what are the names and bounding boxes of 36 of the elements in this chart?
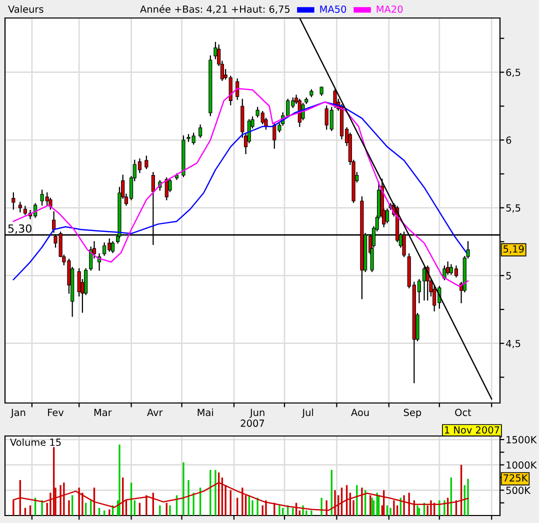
annotation: 725K — [504, 474, 528, 482]
chart-subtitle: Année +Bas: 4,21 +Haut: 6,75 — [140, 4, 290, 14]
text: 1 Nov 2007 — [444, 426, 500, 434]
legend-label: MA50 — [320, 5, 346, 13]
candlestick — [198, 124, 202, 138]
x-tick-label: Jun — [249, 408, 264, 418]
x-tick-label: Aou — [351, 408, 369, 416]
legend-label: MA20 — [376, 5, 403, 13]
candlestick — [18, 202, 22, 212]
x-tick-label: Mai — [198, 408, 213, 416]
x-tick-label: Avr — [147, 408, 163, 416]
y-tick-label: 500K — [506, 486, 531, 494]
ref-line-label: 5,30 — [8, 224, 32, 234]
y-tick-label: 4,5 — [506, 340, 520, 348]
candlestick — [110, 241, 115, 254]
y-tick-label: 6,5 — [506, 68, 520, 78]
x-tick-label: Oct — [455, 408, 472, 416]
chart-title: Volume 15 — [10, 438, 61, 446]
candlestick — [333, 89, 337, 108]
x-axis-title: 2007 — [240, 420, 264, 427]
x-tick-label: Fev — [48, 408, 64, 416]
annotation: 5,19 — [504, 245, 524, 254]
x-tick-label: Sep — [404, 408, 422, 418]
candlestick — [144, 156, 148, 170]
y-tick-label: 5 — [506, 272, 511, 280]
y-tick-label: 1000K — [506, 461, 537, 469]
x-tick-label: Jan — [10, 408, 26, 418]
y-tick-label: 6 — [506, 136, 512, 144]
x-tick-label: Mar — [94, 408, 112, 416]
candlestick — [385, 208, 389, 224]
chart-title: Valeurs — [8, 5, 44, 13]
candlestick — [442, 266, 446, 280]
candlestick — [12, 192, 16, 210]
y-tick-label: 1500K — [506, 436, 537, 444]
y-tick-label: 5,5 — [506, 204, 520, 213]
x-tick-label: Jul — [302, 408, 314, 418]
